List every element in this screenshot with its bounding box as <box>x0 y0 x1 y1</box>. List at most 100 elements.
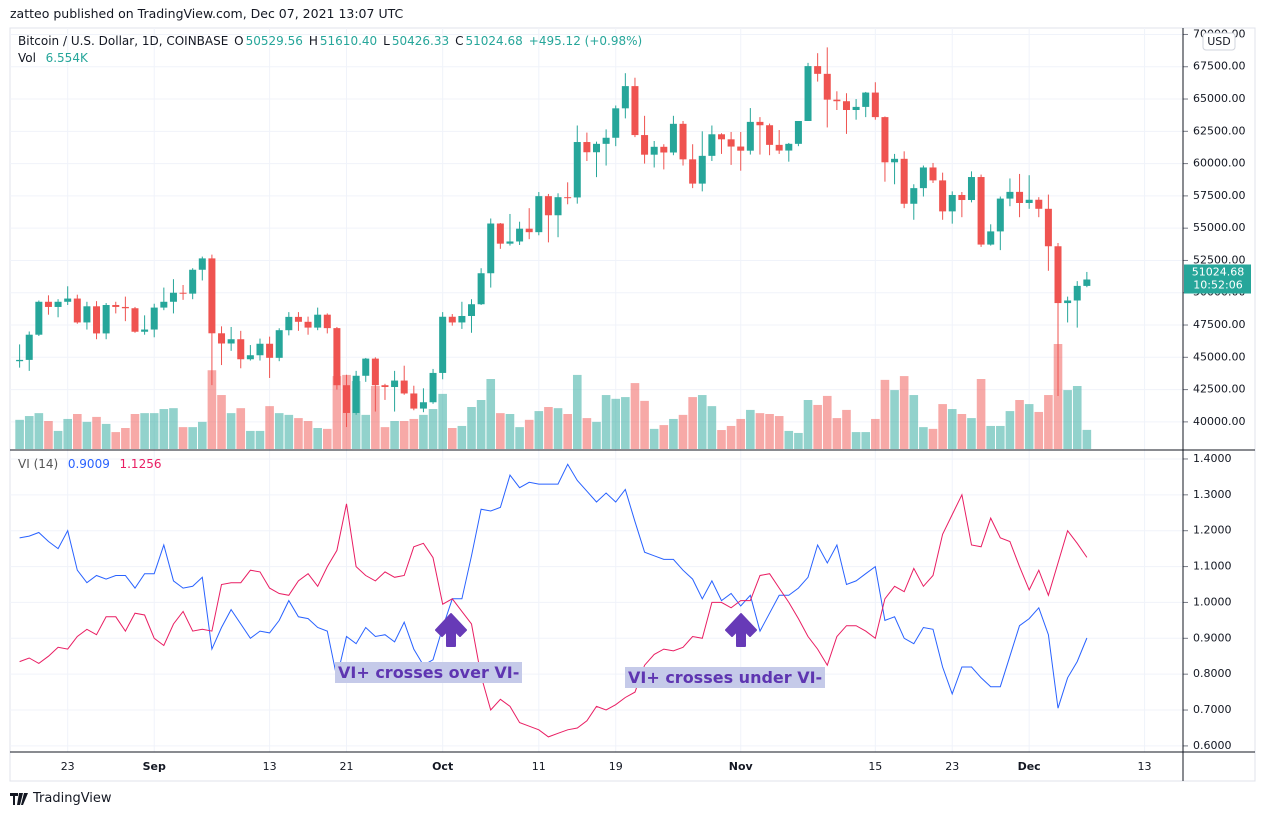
legend-value: 51610.40 <box>319 34 378 48</box>
volume-bar <box>678 414 688 449</box>
candle-body <box>25 334 33 360</box>
candle-body <box>198 258 206 270</box>
price-badge-value: 51024.68 <box>1192 266 1245 279</box>
volume-bar <box>640 400 649 449</box>
candle-body <box>766 125 774 145</box>
y-tick-label: 57500.00 <box>1193 189 1246 202</box>
y-tick-label: 0.9000 <box>1193 631 1232 644</box>
volume-bar <box>1015 400 1024 449</box>
y-tick-label: 62500.00 <box>1193 124 1246 137</box>
candle-body <box>208 258 216 334</box>
volume-bar <box>149 413 159 449</box>
candle-body <box>410 393 418 409</box>
candle-body <box>775 144 783 151</box>
legend-key: L <box>383 34 390 48</box>
volume-legend: Vol 6.554K <box>18 51 90 65</box>
volume-bar <box>871 418 880 449</box>
volume-bar <box>82 421 92 449</box>
candle-body <box>910 188 918 204</box>
legend-value: 50426.33 <box>391 34 450 48</box>
candle-body <box>275 330 283 358</box>
legend-value: 51024.68 <box>465 34 523 48</box>
volume-value: 6.554K <box>45 51 88 65</box>
candle-body <box>842 101 850 111</box>
y-tick-label: 55000.00 <box>1193 221 1246 234</box>
volume-bar <box>774 416 784 449</box>
candle-body <box>218 333 226 344</box>
x-tick-label: Oct <box>432 760 453 773</box>
candle-body <box>717 134 725 140</box>
volume-bar <box>515 427 524 449</box>
candle-body <box>564 197 572 199</box>
volume-bar <box>986 425 996 449</box>
candle-body <box>179 292 187 294</box>
candle-body <box>64 298 72 302</box>
annotation-arrow <box>725 613 757 647</box>
candle-body <box>102 305 110 334</box>
volume-bar <box>255 430 265 449</box>
candle-body <box>525 228 533 233</box>
candle-body <box>785 143 793 151</box>
vi-minus-value: 1.1256 <box>119 457 162 471</box>
x-tick-label: 21 <box>340 760 354 773</box>
candle-body <box>352 375 360 413</box>
volume-bar <box>842 409 851 449</box>
y-tick-label: 0.8000 <box>1193 667 1232 680</box>
candle-body <box>1044 208 1052 247</box>
volume-bar <box>73 414 82 449</box>
candle-body <box>439 316 447 373</box>
volume-bar <box>649 428 659 449</box>
x-tick-label: 23 <box>61 760 75 773</box>
candle-body <box>496 223 504 244</box>
volume-bar <box>265 406 274 449</box>
countdown: 10:52:06 <box>1193 279 1242 292</box>
candle-body <box>737 146 745 151</box>
volume-bar <box>294 418 303 449</box>
volume-bar <box>899 376 909 449</box>
volume-bar <box>601 395 611 449</box>
volume-bar <box>717 430 726 449</box>
volume-bar <box>592 421 601 449</box>
volume-bar <box>1082 429 1092 449</box>
candle-body <box>323 314 331 329</box>
candle-body <box>131 308 139 332</box>
y-tick-label: 0.7000 <box>1193 703 1232 716</box>
volume-bar <box>938 404 947 449</box>
brand-logo <box>10 793 28 805</box>
volume-bar <box>92 416 101 449</box>
x-tick-label: Nov <box>729 760 754 773</box>
volume-bar <box>534 411 544 449</box>
volume-bar <box>101 423 111 449</box>
volume-bar <box>707 406 717 449</box>
currency-box <box>1202 32 1236 51</box>
y-tick-label: 45000.00 <box>1193 350 1246 363</box>
x-tick-label: 19 <box>609 760 623 773</box>
volume-bar <box>53 430 63 449</box>
vi-line <box>19 493 1088 738</box>
volume-bar <box>178 427 188 449</box>
volume-bar <box>1024 404 1034 449</box>
volume-bar <box>947 409 957 449</box>
candle-body <box>112 305 120 307</box>
legend-change: +495.12 (+0.98%) <box>528 34 643 48</box>
vi-plus-value: 0.9009 <box>67 457 110 471</box>
candle-body <box>929 167 937 181</box>
candle-body <box>487 223 495 274</box>
candle-body <box>371 358 379 386</box>
volume-bar <box>457 425 467 449</box>
volume-bar <box>332 376 342 449</box>
candle-body <box>44 301 52 307</box>
volume-bar <box>409 418 419 449</box>
candle-body <box>304 321 312 328</box>
volume-bar <box>284 414 294 449</box>
candle-body <box>391 380 399 388</box>
volume-bar <box>486 379 496 449</box>
volume-bar <box>1063 390 1072 449</box>
volume-bar <box>736 418 746 449</box>
y-tick-label: 52500.00 <box>1193 253 1246 266</box>
volume-bar <box>659 425 669 449</box>
volume-bar <box>44 421 53 449</box>
volume-bar <box>197 421 207 449</box>
candle-body <box>314 314 322 328</box>
candle-body <box>381 385 389 388</box>
